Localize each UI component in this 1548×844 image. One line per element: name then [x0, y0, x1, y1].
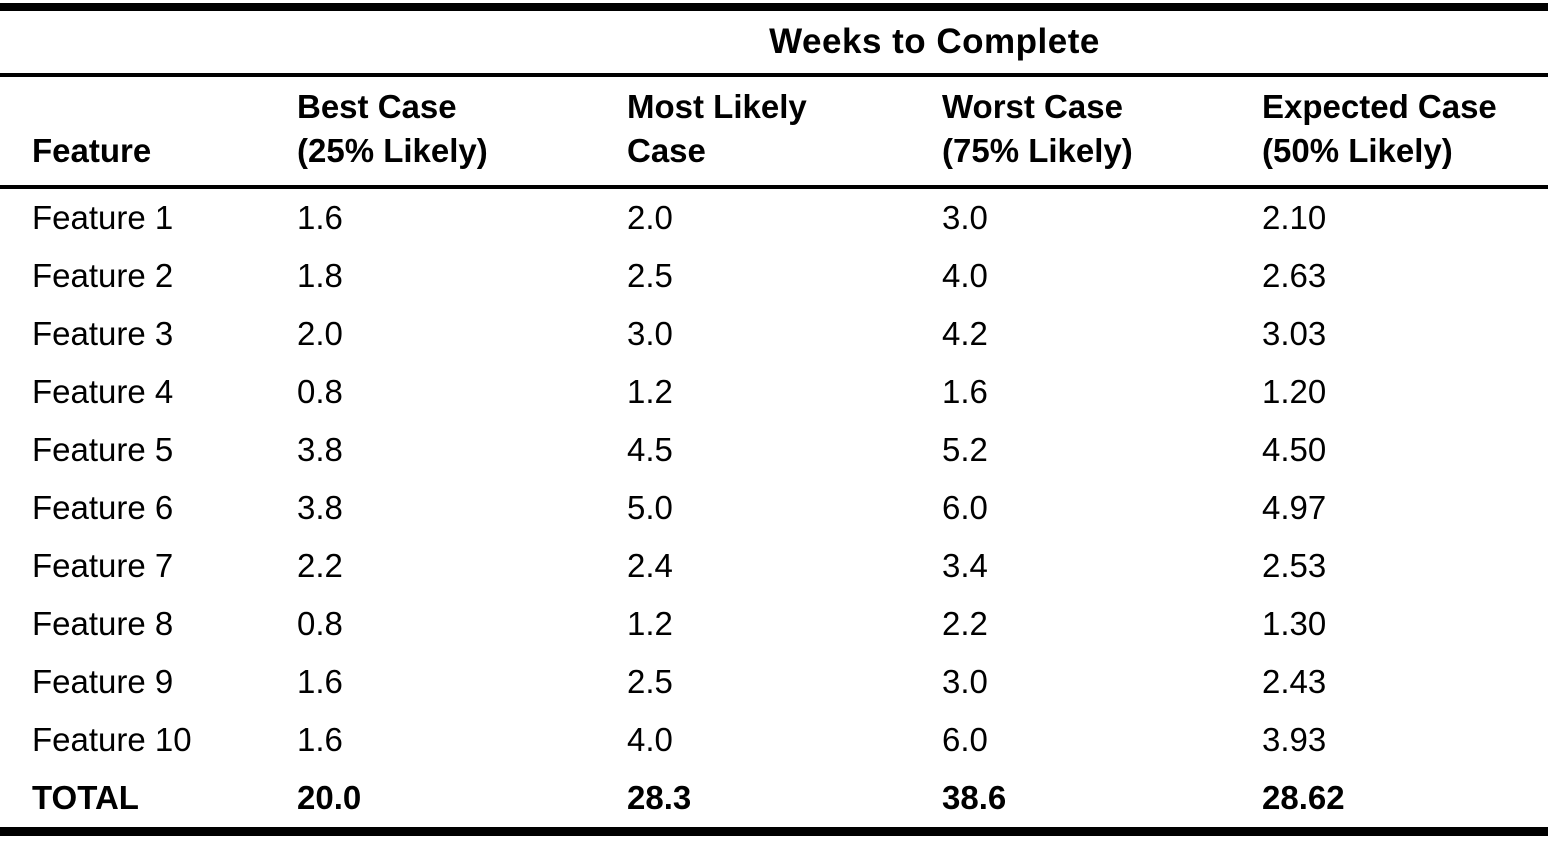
- cell-best-case: 0.8: [297, 605, 343, 642]
- header-divider-rule: [0, 185, 1548, 189]
- cell-feature: Feature 6: [32, 489, 174, 526]
- table-row: Feature 6 3.8 5.0 6.0 4.97: [0, 479, 1548, 537]
- cell-best-case: 1.6: [297, 721, 343, 758]
- total-most-likely-case: 28.3: [627, 779, 692, 816]
- cell-best-case: 1.8: [297, 257, 343, 294]
- column-header-worst-case-line1: Worst Case: [942, 88, 1123, 125]
- cell-expected-case: 2.53: [1262, 547, 1327, 584]
- table-row: Feature 4 0.8 1.2 1.6 1.20: [0, 363, 1548, 421]
- column-header-expected-case-line1: Expected Case: [1262, 88, 1497, 125]
- column-header-expected-case: Expected Case (50% Likely): [1262, 85, 1536, 173]
- cell-best-case: 0.8: [297, 373, 343, 410]
- cell-most-likely-case: 3.0: [627, 315, 673, 352]
- cell-best-case: 2.2: [297, 547, 343, 584]
- cell-expected-case: 2.63: [1262, 257, 1327, 294]
- cell-expected-case: 1.20: [1262, 373, 1327, 410]
- cell-most-likely-case: 1.2: [627, 373, 673, 410]
- column-header-most-likely-case: Most Likely Case: [627, 85, 942, 173]
- cell-expected-case: 2.43: [1262, 663, 1327, 700]
- cell-feature: Feature 7: [32, 547, 174, 584]
- table-row: Feature 1 1.6 2.0 3.0 2.10: [0, 189, 1548, 247]
- table-title-row: Weeks to Complete: [0, 11, 1548, 73]
- cell-worst-case: 1.6: [942, 373, 988, 410]
- cell-feature: Feature 4: [32, 373, 174, 410]
- total-worst-case: 38.6: [942, 779, 1007, 816]
- cell-most-likely-case: 4.0: [627, 721, 673, 758]
- cell-worst-case: 3.0: [942, 663, 988, 700]
- table-row: Feature 3 2.0 3.0 4.2 3.03: [0, 305, 1548, 363]
- cell-most-likely-case: 5.0: [627, 489, 673, 526]
- cell-best-case: 1.6: [297, 199, 343, 236]
- column-header-worst-case-line2: (75% Likely): [942, 132, 1133, 169]
- cell-feature: Feature 8: [32, 605, 174, 642]
- total-label: TOTAL: [32, 779, 139, 816]
- cell-worst-case: 3.0: [942, 199, 988, 236]
- column-header-most-likely-case-line1: Most Likely: [627, 88, 807, 125]
- cell-most-likely-case: 1.2: [627, 605, 673, 642]
- column-header-feature: Feature: [32, 132, 152, 169]
- table-row: Feature 2 1.8 2.5 4.0 2.63: [0, 247, 1548, 305]
- cell-most-likely-case: 2.0: [627, 199, 673, 236]
- column-header-most-likely-case-line2: Case: [627, 132, 706, 169]
- cell-expected-case: 2.10: [1262, 199, 1327, 236]
- cell-feature: Feature 3: [32, 315, 174, 352]
- title-divider-rule: [0, 73, 1548, 77]
- cell-worst-case: 2.2: [942, 605, 988, 642]
- cell-best-case: 1.6: [297, 663, 343, 700]
- column-header-worst-case: Worst Case (75% Likely): [942, 85, 1262, 173]
- cell-worst-case: 4.2: [942, 315, 988, 352]
- cell-worst-case: 3.4: [942, 547, 988, 584]
- column-header-best-case-line2: (25% Likely): [297, 132, 488, 169]
- cell-expected-case: 3.03: [1262, 315, 1327, 352]
- cell-expected-case: 3.93: [1262, 721, 1327, 758]
- cell-most-likely-case: 2.5: [627, 663, 673, 700]
- cell-best-case: 3.8: [297, 489, 343, 526]
- table-row: Feature 8 0.8 1.2 2.2 1.30: [0, 595, 1548, 653]
- table-row: Feature 10 1.6 4.0 6.0 3.93: [0, 711, 1548, 769]
- cell-feature: Feature 1: [32, 199, 174, 236]
- cell-expected-case: 4.97: [1262, 489, 1327, 526]
- cell-expected-case: 1.30: [1262, 605, 1327, 642]
- table-header-row: Feature Best Case (25% Likely) Most Like…: [0, 77, 1548, 185]
- table-row: Feature 7 2.2 2.4 3.4 2.53: [0, 537, 1548, 595]
- cell-expected-case: 4.50: [1262, 431, 1327, 468]
- column-header-best-case-line1: Best Case: [297, 88, 457, 125]
- total-best-case: 20.0: [297, 779, 362, 816]
- cell-worst-case: 6.0: [942, 489, 988, 526]
- table-total-row: TOTAL 20.0 28.3 38.6 28.62: [0, 769, 1548, 827]
- column-header-expected-case-line2: (50% Likely): [1262, 132, 1453, 169]
- cell-worst-case: 4.0: [942, 257, 988, 294]
- cell-best-case: 3.8: [297, 431, 343, 468]
- top-rule: [0, 3, 1548, 11]
- cell-feature: Feature 2: [32, 257, 174, 294]
- cell-most-likely-case: 2.4: [627, 547, 673, 584]
- cell-most-likely-case: 2.5: [627, 257, 673, 294]
- cell-feature: Feature 5: [32, 431, 174, 468]
- cell-best-case: 2.0: [297, 315, 343, 352]
- cell-worst-case: 6.0: [942, 721, 988, 758]
- cell-feature: Feature 9: [32, 663, 174, 700]
- table-title: Weeks to Complete: [769, 22, 1100, 61]
- table-row: Feature 9 1.6 2.5 3.0 2.43: [0, 653, 1548, 711]
- total-expected-case: 28.62: [1262, 779, 1345, 816]
- cell-most-likely-case: 4.5: [627, 431, 673, 468]
- column-header-best-case: Best Case (25% Likely): [297, 85, 627, 173]
- cell-feature: Feature 10: [32, 721, 192, 758]
- cell-worst-case: 5.2: [942, 431, 988, 468]
- table-row: Feature 5 3.8 4.5 5.2 4.50: [0, 421, 1548, 479]
- bottom-rule: [0, 827, 1548, 836]
